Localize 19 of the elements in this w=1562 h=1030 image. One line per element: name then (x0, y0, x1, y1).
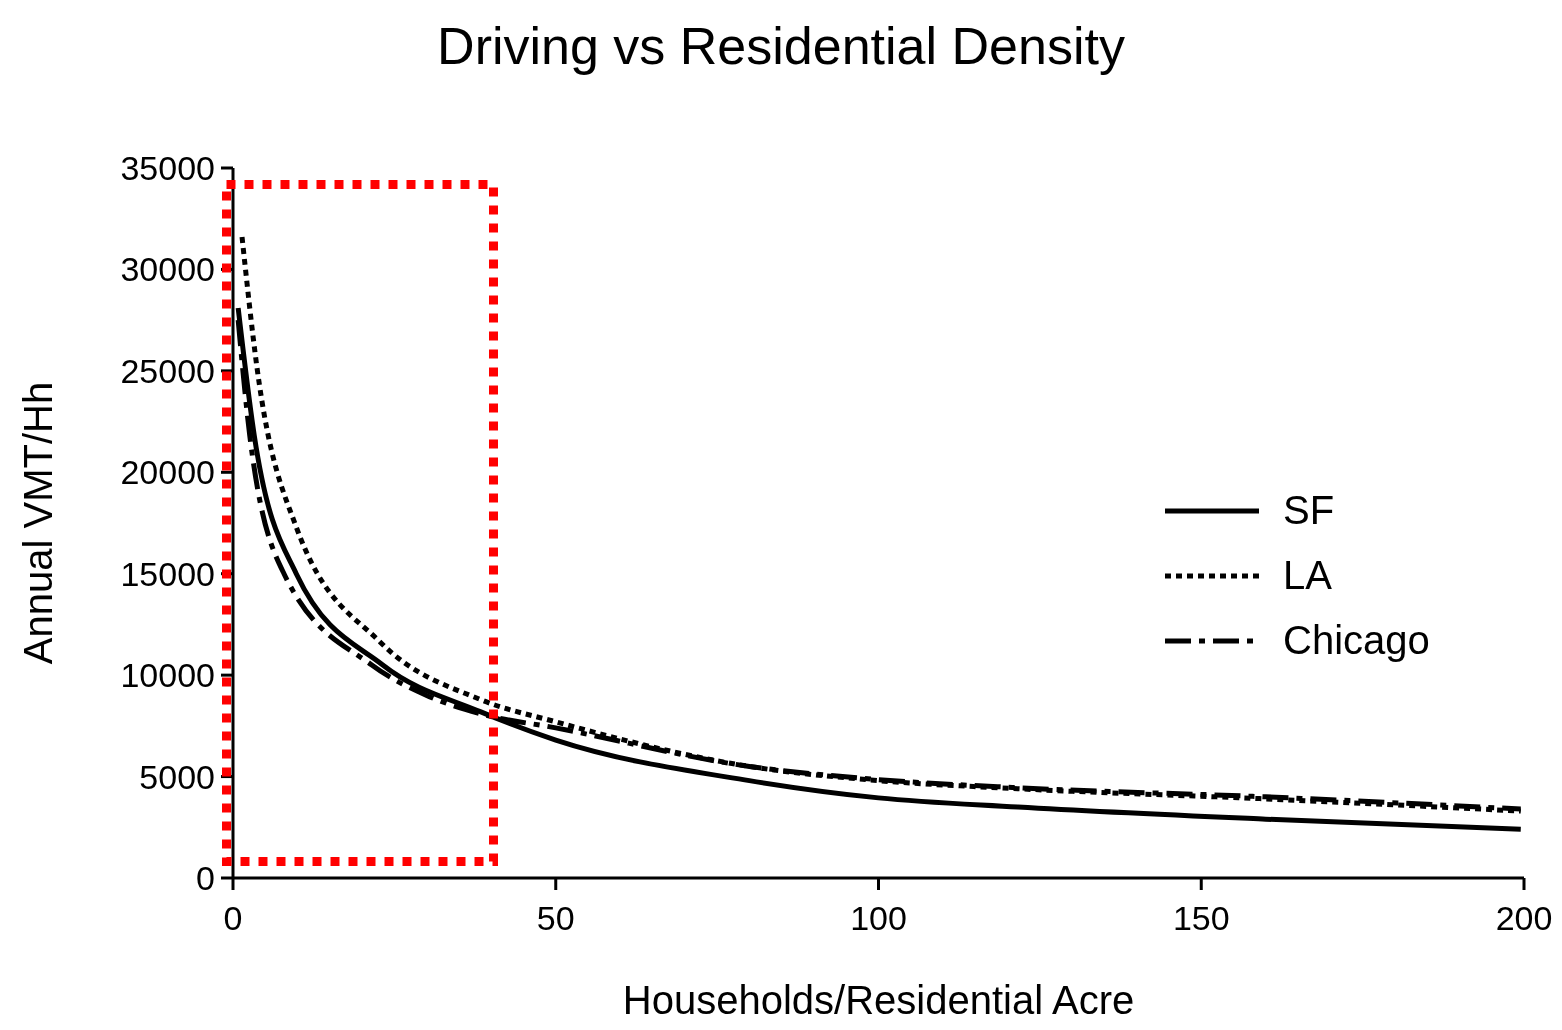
y-tick-label: 0 (196, 859, 215, 898)
legend-label: LA (1283, 553, 1332, 598)
x-tick-label: 150 (1172, 899, 1230, 938)
y-tick-label: 30000 (120, 250, 215, 289)
y-tick-label: 20000 (120, 453, 215, 492)
y-axis-title: Annual VMT/Hh (16, 381, 61, 665)
x-tick-label: 100 (850, 899, 907, 938)
x-tick-label: 50 (536, 899, 575, 938)
legend-label: Chicago (1283, 618, 1430, 663)
y-tick-label: 10000 (120, 656, 215, 695)
y-tick-label: 25000 (120, 351, 215, 390)
x-axis-title: Households/Residential Acre (622, 978, 1135, 1022)
y-tick-label: 35000 (120, 149, 215, 188)
y-tick-label: 15000 (120, 554, 215, 593)
y-tick-label: 5000 (139, 757, 215, 796)
x-tick-label: 0 (223, 899, 243, 938)
x-tick-label: 200 (1495, 899, 1553, 938)
legend-label: SF (1283, 488, 1335, 533)
chart-title: Driving vs Residential Density (436, 16, 1126, 76)
